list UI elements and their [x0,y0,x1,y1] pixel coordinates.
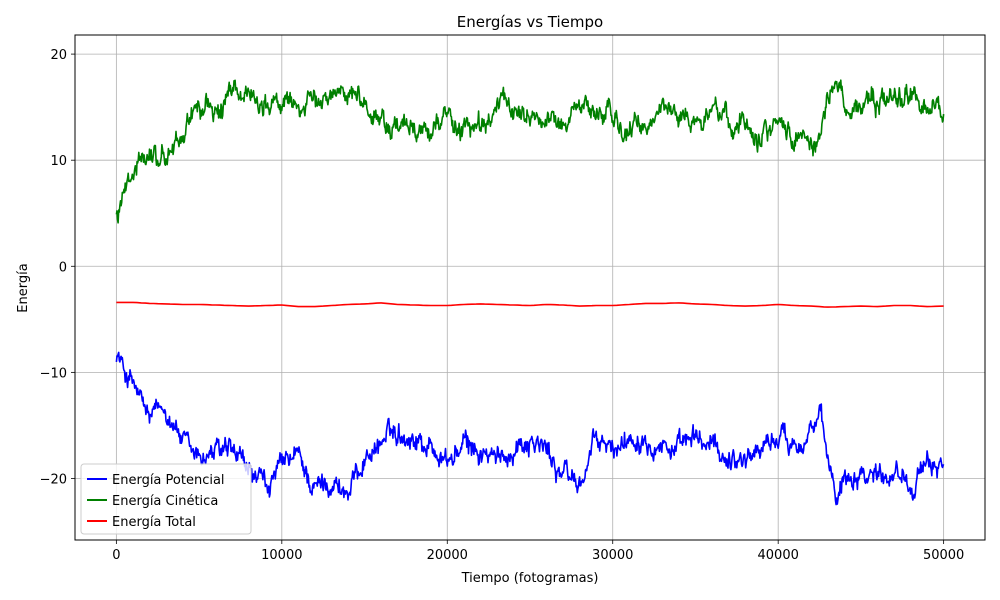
legend-box [80,463,252,535]
series-line-total [116,301,944,308]
x-tick-label: 50000 [923,548,964,563]
x-tick-label: 20000 [427,548,468,563]
series-lines [115,79,945,506]
series-line-cinetica [115,79,945,224]
plot-frame [74,34,986,541]
legend-label-cinetica: Energía Cinética [112,494,218,509]
x-tick-label: 10000 [261,548,302,563]
y-axis-label: Energía [16,263,31,312]
y-tick-label: 0 [59,260,67,275]
legend-label-total: Energía Total [112,515,196,530]
x-axis-label: Tiempo (fotogramas) [461,571,599,586]
y-tick-label: −10 [40,366,67,381]
axis-ticks: 0 10000 20000 30000 40000 50000 −20 −10 0 10 20 [40,48,965,563]
y-tick-label: −20 [40,472,67,487]
chart-title: Energías vs Tiempo [457,13,603,31]
legend: Energía Potencial Energía Cinética Energ… [80,463,252,535]
x-tick-label: 40000 [758,548,799,563]
y-tick-label: 20 [50,48,67,63]
x-tick-label: 0 [112,548,120,563]
x-tick-label: 30000 [592,548,633,563]
y-tick-label: 10 [50,154,67,169]
series-line-potencial [115,351,945,506]
legend-label-potencial: Energía Potencial [112,473,225,488]
